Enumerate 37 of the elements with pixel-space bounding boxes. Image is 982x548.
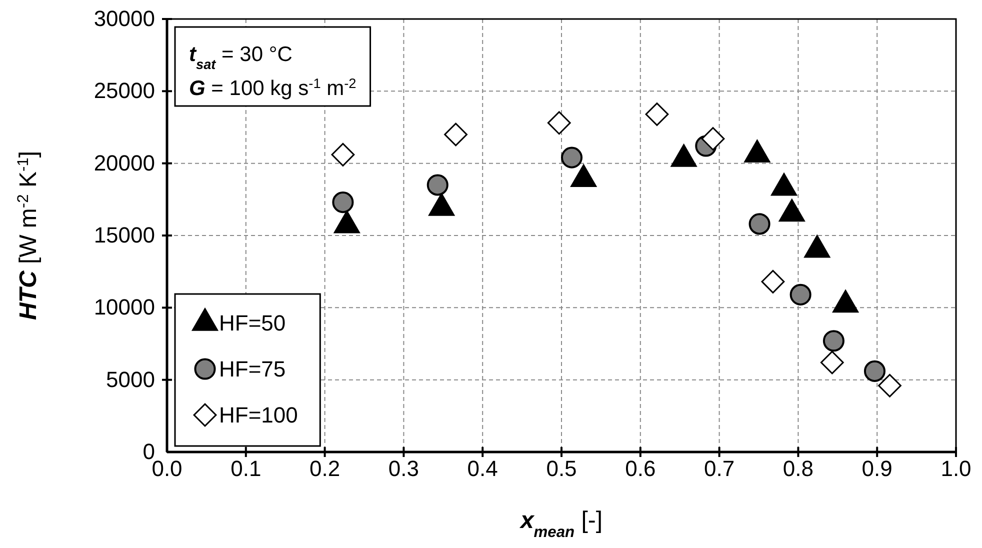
point <box>820 350 844 374</box>
x-tick-label: 0.7 <box>704 456 735 481</box>
legend-label: HF=75 <box>219 356 286 382</box>
x-tick-label: 0.2 <box>310 456 340 481</box>
y-tick-label: 15000 <box>94 222 155 248</box>
x-tick-label: 0.1 <box>230 456 262 481</box>
point <box>547 111 571 135</box>
point <box>645 102 669 126</box>
x-tick-label: 0.4 <box>467 456 498 481</box>
point <box>790 284 812 306</box>
annotation: G = 100 kg s$^{-1}$ m$^{-2}$ <box>189 76 356 100</box>
x-axis-title: x$_{mean}$ [-] <box>518 507 603 540</box>
x-tick-label: 0.8 <box>782 456 814 481</box>
point <box>864 360 886 382</box>
point <box>426 174 448 196</box>
y-tick-label: 20000 <box>94 150 155 176</box>
x-tick-label: 0.3 <box>388 456 419 481</box>
y-tick-label: 5000 <box>106 366 155 392</box>
annotation: t$_{sat}$ = 30 °C <box>189 43 292 72</box>
point <box>701 127 725 150</box>
point <box>748 213 770 235</box>
y-tick-label: 30000 <box>94 6 155 32</box>
y-tick-label: 10000 <box>94 294 155 320</box>
x-tick-label: 0.5 <box>546 456 577 481</box>
point <box>822 330 844 352</box>
x-tick-label: 0.6 <box>625 456 656 481</box>
x-tick-label: 0.9 <box>862 456 892 481</box>
point <box>331 142 355 166</box>
point <box>878 374 902 398</box>
legend-label: HF=50 <box>219 310 286 336</box>
x-tick-label: 1.0 <box>940 456 972 481</box>
point <box>560 146 583 168</box>
y-tick-label: 25000 <box>94 78 155 104</box>
point <box>444 122 468 146</box>
point <box>332 192 354 214</box>
legend-label: HF=100 <box>219 402 298 428</box>
point <box>761 270 785 294</box>
